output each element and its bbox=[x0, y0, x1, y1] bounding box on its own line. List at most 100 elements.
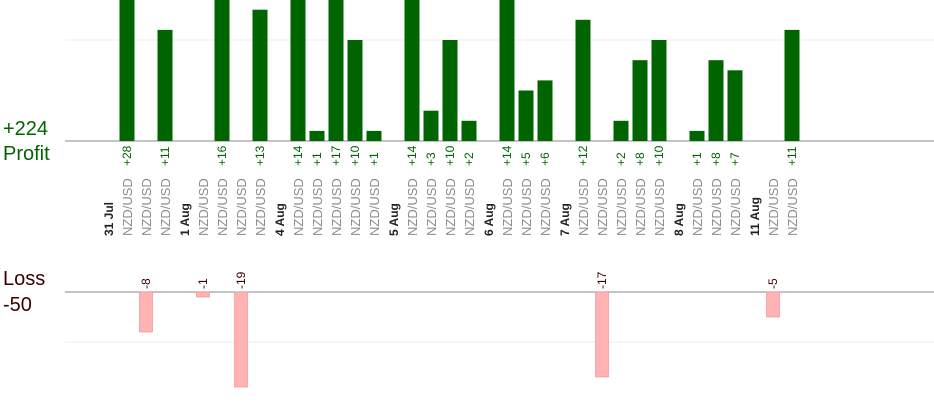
profit-value-label: +8 bbox=[709, 152, 723, 166]
pair-label: NZD/USD bbox=[443, 178, 458, 236]
loss-bar bbox=[139, 291, 153, 333]
profit-bar bbox=[537, 80, 553, 141]
loss-value-label: -1 bbox=[196, 278, 210, 289]
profit-value-label: +8 bbox=[633, 152, 647, 166]
pair-label: NZD/USD bbox=[196, 178, 211, 236]
profit-value-label: +14 bbox=[500, 145, 514, 166]
pair-label: NZD/USD bbox=[348, 178, 363, 236]
profit-bar bbox=[518, 90, 534, 141]
loss-value-label: -17 bbox=[595, 271, 609, 289]
profit-bar bbox=[423, 110, 439, 141]
pair-label: NZD/USD bbox=[633, 178, 648, 236]
pair-label: NZD/USD bbox=[310, 178, 325, 236]
profit-bar bbox=[328, 0, 344, 141]
date-label: 7 Aug bbox=[558, 203, 572, 236]
pair-label: NZD/USD bbox=[709, 178, 724, 236]
pair-label: NZD/USD bbox=[139, 178, 154, 236]
profit-value-label: +11 bbox=[785, 146, 799, 166]
date-label: 5 Aug bbox=[387, 203, 401, 236]
pair-label: NZD/USD bbox=[424, 178, 439, 236]
date-label: 31 Jul bbox=[102, 202, 116, 236]
loss-label: Loss bbox=[3, 268, 46, 290]
pair-label: NZD/USD bbox=[462, 178, 477, 236]
profit-value-label: +3 bbox=[424, 152, 438, 166]
profit-label: Profit bbox=[3, 143, 50, 165]
profit-value-label: +11 bbox=[158, 146, 172, 166]
profit-value-label: +7 bbox=[728, 152, 742, 166]
pair-label: NZD/USD bbox=[614, 178, 629, 236]
pair-label: NZD/USD bbox=[652, 178, 667, 236]
profit-bar bbox=[309, 130, 325, 141]
profit-total: +224 bbox=[3, 118, 49, 140]
loss-value-label: -8 bbox=[139, 278, 153, 289]
pair-label: NZD/USD bbox=[728, 178, 743, 236]
profit-value-label: +13 bbox=[253, 145, 267, 166]
profit-value-label: +6 bbox=[538, 152, 552, 166]
profit-bar bbox=[708, 60, 724, 142]
profit-bar bbox=[157, 29, 173, 141]
profit-value-label: +28 bbox=[120, 145, 134, 166]
profit-value-label: +1 bbox=[367, 152, 381, 166]
pair-label: NZD/USD bbox=[766, 178, 781, 236]
profit-value-label: +10 bbox=[443, 145, 457, 166]
loss-bar bbox=[766, 291, 780, 318]
loss-bar bbox=[196, 291, 210, 298]
profit-bar bbox=[651, 40, 667, 141]
profit-bar bbox=[727, 70, 743, 141]
profit-bar bbox=[461, 120, 477, 141]
profit-bar bbox=[404, 0, 420, 141]
loss-bar bbox=[595, 291, 609, 378]
profit-value-label: +2 bbox=[614, 152, 628, 166]
pair-label: NZD/USD bbox=[120, 178, 135, 236]
profit-bar bbox=[442, 40, 458, 141]
pair-label: NZD/USD bbox=[785, 178, 800, 236]
profit-bar bbox=[214, 0, 230, 141]
profit-bar bbox=[613, 120, 629, 141]
profit-bar bbox=[347, 40, 363, 141]
profit-bar bbox=[499, 0, 515, 141]
pair-label: NZD/USD bbox=[500, 178, 515, 236]
profit-value-label: +14 bbox=[405, 145, 419, 166]
profit-bar bbox=[366, 130, 382, 141]
pair-label: NZD/USD bbox=[291, 178, 306, 236]
pair-label: NZD/USD bbox=[367, 178, 382, 236]
profit-bar bbox=[632, 60, 648, 142]
date-label: 6 Aug bbox=[482, 203, 496, 236]
profit-value-label: +16 bbox=[215, 145, 229, 166]
profit-bar bbox=[784, 29, 800, 141]
pair-label: NZD/USD bbox=[329, 178, 344, 236]
profit-bar bbox=[689, 130, 705, 141]
loss-value-label: -5 bbox=[766, 278, 780, 289]
pair-label: NZD/USD bbox=[519, 178, 534, 236]
profit-value-label: +10 bbox=[652, 145, 666, 166]
loss-bar bbox=[234, 291, 248, 388]
loss-value-label: -19 bbox=[234, 271, 248, 289]
pair-label: NZD/USD bbox=[158, 178, 173, 236]
profit-value-label: +17 bbox=[329, 145, 343, 166]
pair-label: NZD/USD bbox=[595, 178, 610, 236]
profit-value-label: +5 bbox=[519, 152, 533, 166]
profit-value-label: +12 bbox=[576, 145, 590, 166]
date-label: 8 Aug bbox=[672, 203, 686, 236]
profit-value-label: +1 bbox=[690, 152, 704, 166]
profit-value-label: +2 bbox=[462, 152, 476, 166]
pair-label: NZD/USD bbox=[405, 178, 420, 236]
pair-label: NZD/USD bbox=[234, 178, 249, 236]
pair-label: NZD/USD bbox=[215, 178, 230, 236]
profit-bar bbox=[575, 19, 591, 141]
date-label: 11 Aug bbox=[748, 197, 762, 236]
pair-label: NZD/USD bbox=[538, 178, 553, 236]
loss-total: -50 bbox=[3, 294, 32, 316]
profit-value-label: +10 bbox=[348, 145, 362, 166]
profit-bar bbox=[119, 0, 135, 141]
pair-label: NZD/USD bbox=[576, 178, 591, 236]
profit-bar bbox=[290, 0, 306, 141]
pair-label: NZD/USD bbox=[253, 178, 268, 236]
profit-value-label: +1 bbox=[310, 152, 324, 166]
date-label: 1 Aug bbox=[178, 203, 192, 236]
date-label: 4 Aug bbox=[273, 203, 287, 236]
profit-value-label: +14 bbox=[291, 145, 305, 166]
profit-bar bbox=[252, 9, 268, 142]
pair-label: NZD/USD bbox=[690, 178, 705, 236]
